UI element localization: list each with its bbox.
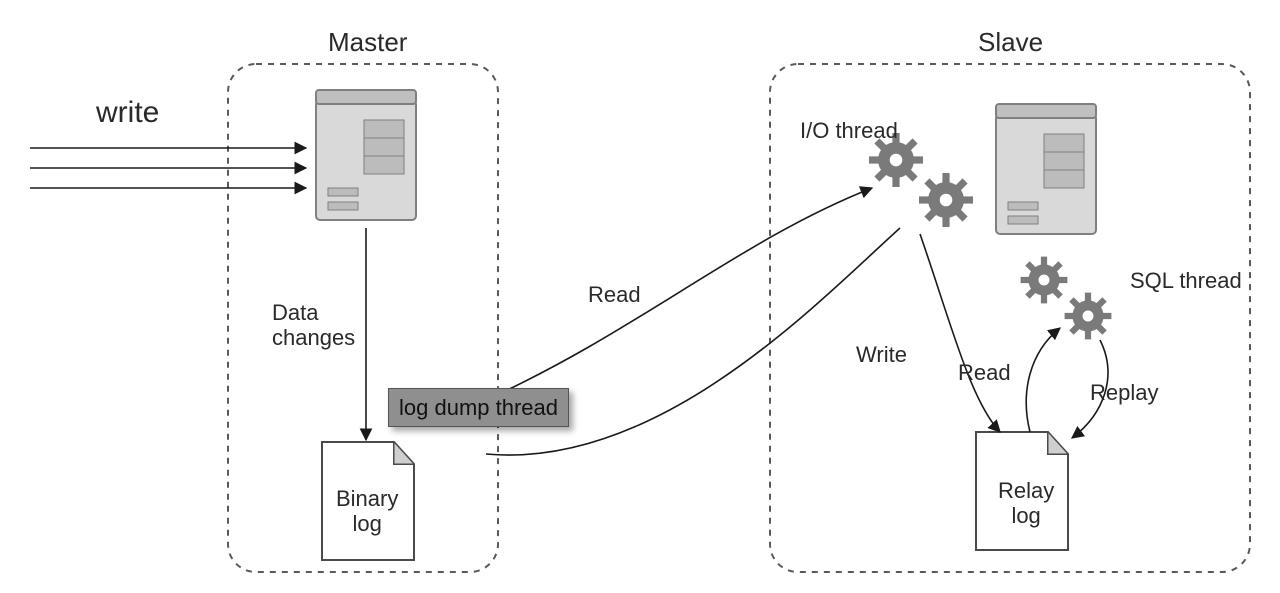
write-label: write: [96, 96, 159, 131]
edge-write-down: [920, 234, 1000, 432]
binary-log-label: Binary log: [336, 486, 398, 537]
relay-log-label: Relay log: [998, 478, 1054, 529]
edge-write-label: Write: [856, 342, 907, 367]
edge-read-relay-label: Read: [958, 360, 1011, 385]
master-title: Master: [328, 28, 407, 58]
write-arrows: [30, 148, 306, 188]
log-dump-thread-box: log dump thread: [388, 388, 569, 427]
sql-thread-gears-icon: [1011, 247, 1121, 349]
edge-read-label: Read: [588, 282, 641, 307]
io-thread-label: I/O thread: [800, 118, 898, 143]
edge-replay-label: Replay: [1090, 380, 1158, 405]
edge-data-changes-label: Data changes: [272, 300, 355, 351]
edge-read-relay: [1026, 328, 1060, 432]
master-server-icon: [316, 90, 416, 220]
slave-server-icon: [996, 104, 1096, 234]
edge-read: [486, 188, 872, 400]
slave-title: Slave: [978, 28, 1043, 58]
sql-thread-label: SQL thread: [1130, 268, 1242, 293]
